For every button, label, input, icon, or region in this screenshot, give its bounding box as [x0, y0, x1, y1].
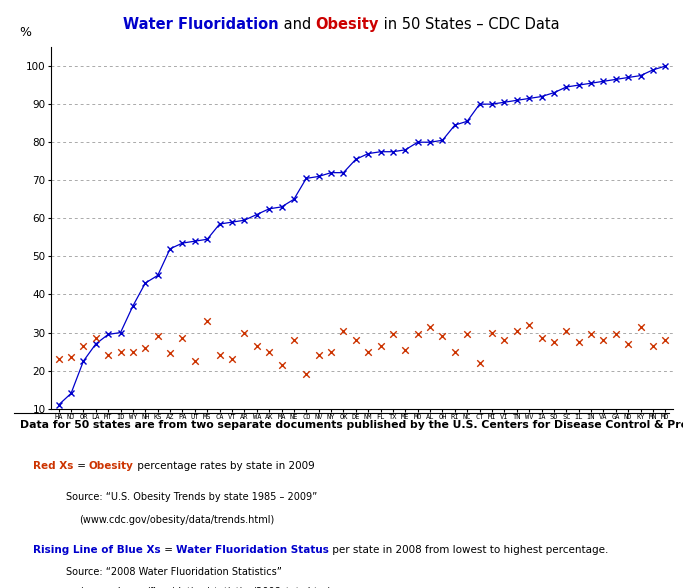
Point [499, 335, 510, 345]
Point [437, 332, 448, 341]
Point [512, 326, 522, 335]
Point [486, 328, 497, 338]
Point [276, 360, 287, 370]
Text: Source: “U.S. Obesity Trends by state 1985 – 2009”: Source: “U.S. Obesity Trends by state 19… [66, 492, 318, 502]
Point [548, 338, 559, 347]
Point [387, 330, 398, 339]
Point [660, 335, 671, 345]
Point [53, 355, 64, 364]
Point [585, 330, 596, 339]
Point [264, 347, 275, 356]
Text: Obesity: Obesity [89, 462, 134, 472]
Text: per state in 2008 from lowest to highest percentage.: per state in 2008 from lowest to highest… [329, 545, 609, 555]
Point [115, 347, 126, 356]
Point [400, 345, 410, 355]
Point [363, 347, 374, 356]
Text: =: = [161, 545, 176, 555]
Point [313, 350, 324, 360]
Text: percentage rates by state in 2009: percentage rates by state in 2009 [134, 462, 315, 472]
Point [326, 347, 337, 356]
Point [239, 328, 250, 338]
Point [375, 341, 386, 350]
Point [611, 330, 622, 339]
Point [598, 335, 609, 345]
Text: Data for 50 states are from two separate documents published by the U.S. Centers: Data for 50 states are from two separate… [20, 420, 683, 430]
Text: Source: “2008 Water Fluoridation Statistics”: Source: “2008 Water Fluoridation Statist… [66, 567, 282, 577]
Point [288, 335, 299, 345]
Text: (www.cdc.gov/obesity/data/trends.html): (www.cdc.gov/obesity/data/trends.html) [79, 515, 275, 525]
Text: (www.cdc.gov/fluoridation/statistics/2008stats.htm): (www.cdc.gov/fluoridation/statistics/200… [79, 587, 331, 588]
Point [140, 343, 151, 352]
Point [449, 347, 460, 356]
Point [338, 326, 349, 335]
Text: in 50 States – CDC Data: in 50 States – CDC Data [379, 18, 560, 32]
Text: Rising Line of Blue Xs: Rising Line of Blue Xs [33, 545, 161, 555]
Point [635, 322, 646, 332]
Point [561, 326, 572, 335]
Point [177, 333, 188, 343]
Point [227, 355, 238, 364]
Text: Water Fluoridation: Water Fluoridation [123, 18, 279, 32]
Point [350, 335, 361, 345]
Text: Obesity: Obesity [316, 18, 379, 32]
Point [66, 353, 76, 362]
Point [573, 338, 584, 347]
Point [425, 322, 436, 332]
Point [189, 356, 200, 366]
Point [78, 341, 89, 350]
Point [474, 358, 485, 368]
Point [251, 341, 262, 350]
Point [102, 350, 113, 360]
Text: and: and [279, 18, 316, 32]
Point [536, 333, 547, 343]
Point [462, 330, 473, 339]
Point [301, 370, 311, 379]
Text: =: = [74, 462, 89, 472]
Point [623, 339, 634, 349]
Point [214, 350, 225, 360]
Point [128, 347, 139, 356]
Point [165, 349, 176, 358]
Point [90, 333, 101, 343]
Text: %: % [19, 26, 31, 39]
Point [524, 320, 535, 330]
Point [647, 341, 658, 350]
Text: Water Fluoridation Status: Water Fluoridation Status [176, 545, 329, 555]
Point [201, 316, 212, 326]
Text: Red Xs: Red Xs [33, 462, 74, 472]
Point [152, 332, 163, 341]
Point [413, 330, 423, 339]
